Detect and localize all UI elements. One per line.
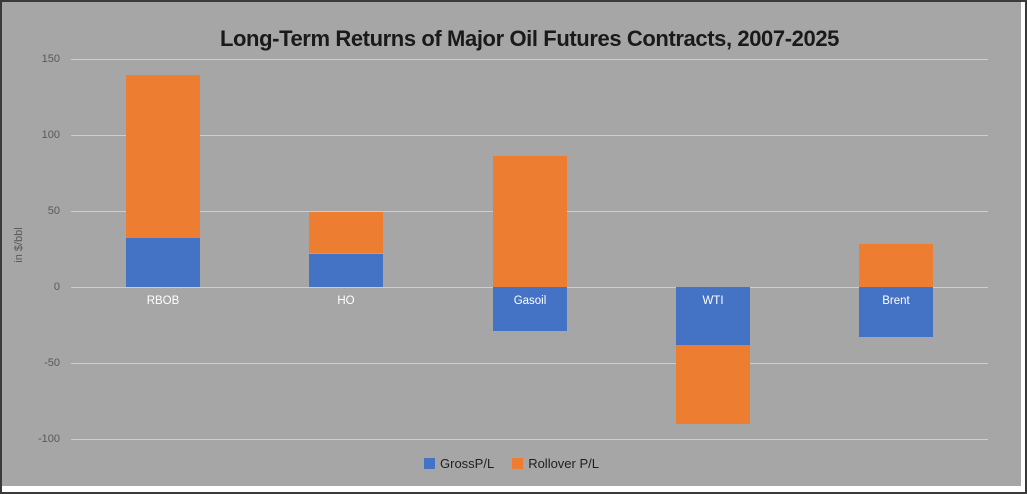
legend-item: GrossP/L bbox=[424, 456, 494, 471]
gridline bbox=[71, 135, 988, 136]
legend-label: GrossP/L bbox=[440, 456, 495, 471]
bar-segment-rollover-p-l-brent bbox=[859, 244, 933, 287]
y-tick-label: 150 bbox=[41, 53, 60, 65]
bar-segment-grossp-l-brent bbox=[859, 287, 933, 338]
bar-segment-grossp-l-gasoil bbox=[493, 287, 567, 332]
chart-panel: Long-Term Returns of Major Oil Futures C… bbox=[2, 2, 1021, 486]
legend-swatch-icon bbox=[424, 458, 435, 469]
category-label-rbob: RBOB bbox=[146, 295, 180, 307]
category-label-ho: HO bbox=[337, 295, 355, 307]
legend-item: Rollover P/L bbox=[512, 456, 599, 471]
bar-segment-grossp-l-ho bbox=[309, 253, 383, 287]
category-label-gasoil: Gasoil bbox=[513, 295, 547, 307]
legend: GrossP/L Rollover P/L bbox=[2, 456, 1021, 471]
legend-swatch-icon bbox=[512, 458, 524, 469]
bar-segment-rollover-p-l-rbob bbox=[126, 75, 200, 239]
gridline bbox=[71, 363, 988, 364]
bar-segment-rollover-p-l-gasoil bbox=[493, 156, 567, 287]
bar-segment-rollover-p-l-wti bbox=[676, 344, 750, 425]
category-label-brent: Brent bbox=[882, 295, 910, 307]
y-tick-label: 0 bbox=[53, 281, 60, 293]
y-tick-label: -100 bbox=[37, 433, 60, 445]
category-label-wti: WTI bbox=[702, 295, 724, 307]
y-tick-label: -50 bbox=[44, 357, 60, 369]
gridline bbox=[71, 59, 988, 60]
bar-segment-grossp-l-wti bbox=[676, 287, 750, 345]
chart-title: Long-Term Returns of Major Oil Futures C… bbox=[219, 26, 839, 51]
bar-segment-rollover-p-l-ho bbox=[309, 212, 383, 254]
y-tick-label: 100 bbox=[41, 129, 60, 141]
gridline bbox=[71, 439, 988, 440]
bar-segment-grossp-l-rbob bbox=[126, 238, 200, 287]
legend-label: Rollover P/L bbox=[528, 456, 599, 471]
y-tick-label: 50 bbox=[47, 205, 60, 217]
